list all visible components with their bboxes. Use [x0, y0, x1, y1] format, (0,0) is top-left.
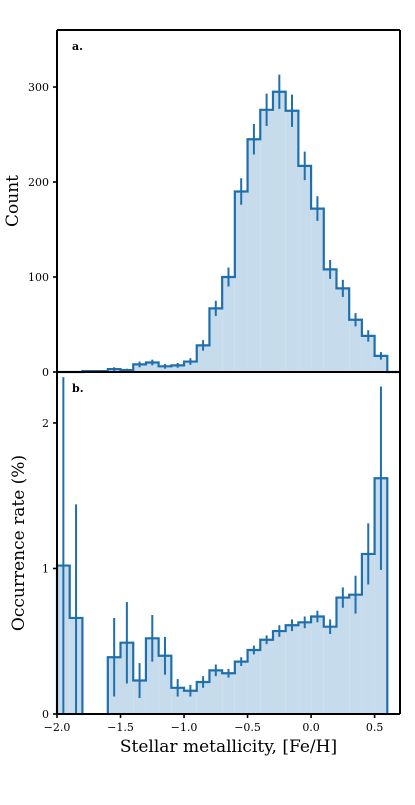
- histogram-bar: [234, 661, 248, 714]
- histogram-bar: [145, 362, 159, 372]
- histogram-bar: [184, 690, 197, 714]
- histogram-bar: [171, 687, 185, 714]
- histogram-bar: [260, 639, 273, 714]
- histogram-bar: [260, 109, 273, 373]
- histogram-bar: [171, 365, 185, 372]
- y-tick-label: 100: [28, 271, 49, 284]
- x-tick-label: −0.5: [234, 721, 261, 734]
- y-tick-label: 200: [28, 176, 49, 189]
- histogram-bar: [158, 655, 172, 714]
- histogram-bar: [196, 345, 210, 372]
- histogram-bar: [311, 208, 324, 372]
- histogram-bar: [336, 288, 350, 372]
- histogram-bar: [323, 269, 337, 372]
- x-tick-label: −1.0: [171, 721, 198, 734]
- histogram-bar: [298, 165, 312, 372]
- panel-label: a.: [72, 40, 83, 53]
- y-tick-label: 0: [42, 708, 49, 721]
- histogram-bar: [272, 91, 286, 372]
- histogram-bar: [272, 631, 286, 714]
- histogram-bar: [374, 355, 388, 372]
- histogram-bar: [285, 625, 299, 714]
- histogram-bar: [247, 649, 261, 714]
- histogram-bar: [323, 626, 337, 714]
- panel-label: b.: [72, 382, 84, 395]
- histogram-bar: [298, 622, 312, 714]
- histogram-bar: [234, 191, 248, 372]
- y-axis-label: Occurrence rate (%): [9, 455, 29, 631]
- histogram-bar: [133, 364, 146, 372]
- histogram-bar: [349, 319, 362, 372]
- histogram-bar: [247, 139, 261, 372]
- x-axis-label: Stellar metallicity, [Fe/H]: [120, 737, 337, 757]
- histogram-bar: [349, 594, 362, 714]
- histogram-bar: [158, 366, 172, 372]
- histogram-bar: [374, 478, 388, 714]
- y-axis-label: Count: [3, 175, 23, 227]
- histogram-bar: [145, 638, 159, 714]
- x-tick-label: −2.0: [44, 721, 71, 734]
- histogram-bar: [222, 673, 235, 714]
- histogram-bar: [361, 553, 375, 714]
- panel-a-count-histogram: 0 100 200 300 a. Count: [3, 29, 401, 379]
- histogram-bar: [196, 681, 210, 714]
- y-tick-label: 300: [28, 81, 49, 94]
- histogram-bar: [361, 335, 375, 372]
- histogram-bar: [336, 597, 350, 714]
- x-tick-label: −1.5: [107, 721, 134, 734]
- x-tick-label: 0.0: [302, 721, 320, 734]
- x-tick-label: 0.5: [366, 721, 384, 734]
- histogram-bar: [285, 110, 299, 372]
- histogram-bar: [311, 616, 324, 714]
- histogram-bar: [222, 277, 235, 372]
- panel-b-occurrence-histogram: 0 1 2 b. Occurrence rate (%) −2.0 −1.5 −1.0 −0.5…: [9, 371, 401, 757]
- y-tick-label: 1: [42, 562, 49, 575]
- histogram-bar: [209, 670, 223, 714]
- y-tick-label: 0: [42, 366, 49, 379]
- histogram-bar: [184, 361, 197, 372]
- histogram-bar: [209, 308, 223, 372]
- y-tick-label: 2: [42, 417, 49, 430]
